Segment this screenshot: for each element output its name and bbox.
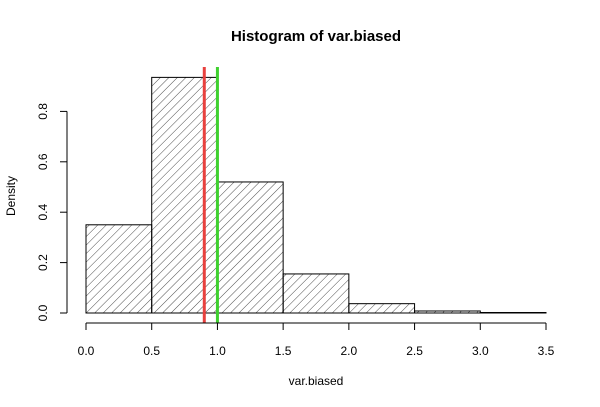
y-tick-label-0: 0.0 — [36, 304, 50, 321]
histogram-bar-4 — [348, 303, 416, 314]
chart-title: Histogram of var.biased — [231, 28, 401, 45]
reference-lines-group — [202, 67, 219, 323]
histogram-bar-0 — [85, 224, 153, 314]
x-tick-label-2: 1.0 — [209, 344, 226, 358]
histogram-bar-6 — [479, 311, 547, 314]
x-tick-label-6: 3.0 — [472, 344, 489, 358]
x-tick-label-0: 0.0 — [78, 344, 95, 358]
x-tick-label-5: 2.5 — [406, 344, 423, 358]
y-tick-label-1: 0.2 — [36, 254, 50, 271]
x-tick-label-3: 1.5 — [275, 344, 292, 358]
x-axis: 0.0 0.5 1.0 1.5 2.0 2.5 3.0 3.5 — [78, 322, 555, 358]
y-tick-label-4: 0.8 — [36, 103, 50, 120]
x-axis-label: var.biased — [289, 374, 344, 388]
x-tick-label-7: 3.5 — [538, 344, 555, 358]
histogram-bar-5 — [414, 310, 481, 314]
y-tick-label-2: 0.4 — [36, 204, 50, 221]
y-axis-label: Density — [4, 176, 18, 216]
y-tick-label-3: 0.6 — [36, 153, 50, 170]
histogram-bar-1 — [151, 76, 218, 314]
histogram-bar-3 — [282, 273, 350, 314]
bars-group — [85, 76, 547, 314]
x-tick-label-1: 0.5 — [143, 344, 160, 358]
y-axis: 0.0 0.2 0.4 0.6 0.8 — [36, 103, 68, 321]
x-tick-label-4: 2.0 — [341, 344, 358, 358]
histogram-bar-2 — [216, 181, 284, 314]
